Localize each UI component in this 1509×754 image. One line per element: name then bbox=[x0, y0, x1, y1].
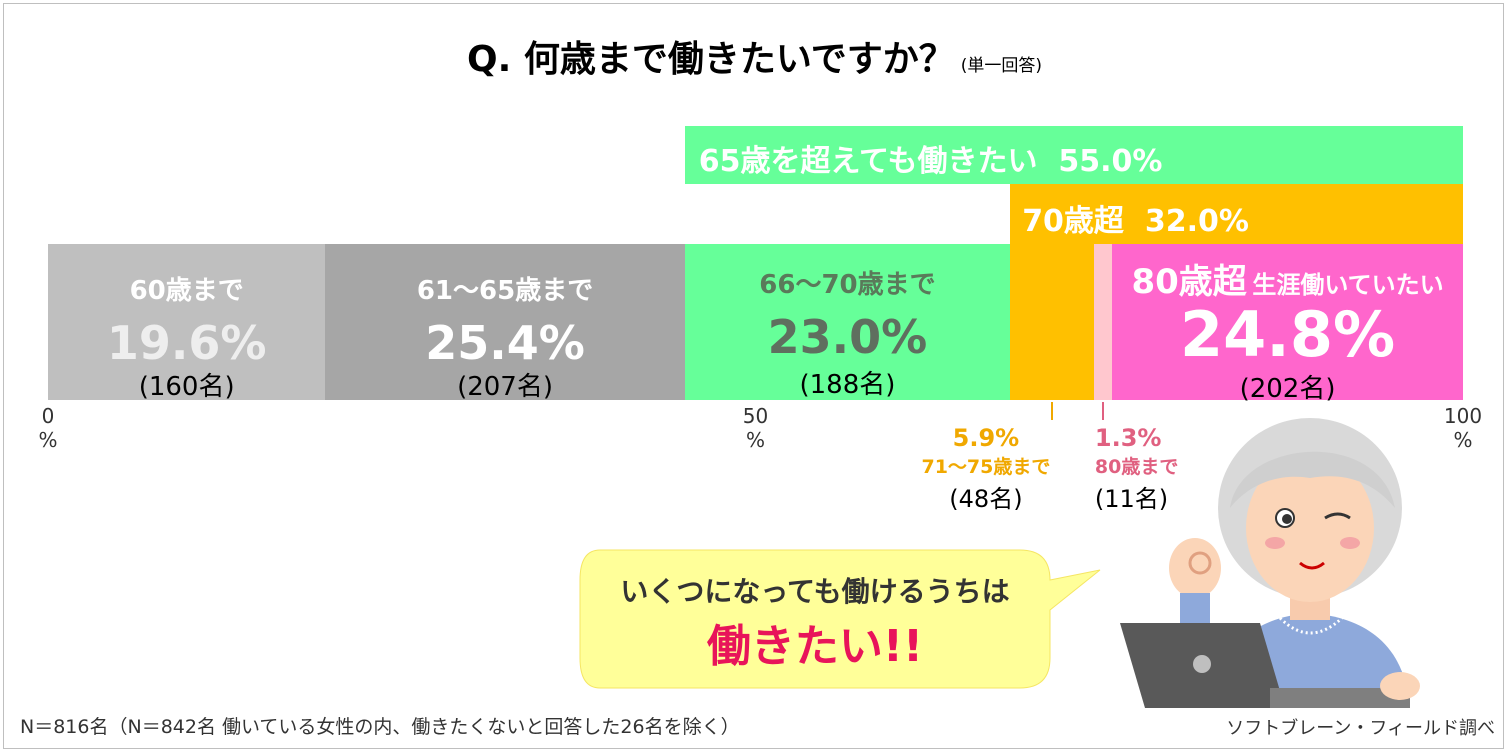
segment-count-60: (160名) bbox=[138, 372, 235, 402]
band-over-70: 70歳超 32.0% bbox=[1010, 184, 1463, 244]
callout-80: 1.3% 80歳まで (11名) bbox=[1095, 424, 1215, 514]
axis-tick-label-0: 0% bbox=[38, 404, 58, 452]
segment-value-over-80: 24.8% bbox=[1179, 298, 1396, 371]
chart-title-row: Q. 何歳まで働きたいですか？ (単一回答) bbox=[0, 30, 1509, 82]
chart-frame bbox=[3, 3, 1504, 749]
axis-tick-label-50: 50% bbox=[742, 404, 769, 452]
segment-count-over-80: (202名) bbox=[1239, 374, 1336, 404]
callout-71-75-label: 71～75歳まで bbox=[921, 456, 1051, 478]
segment-value-66-70: 23.0% bbox=[767, 310, 928, 364]
band-over-70-value: 32.0% bbox=[1144, 204, 1249, 239]
band-over-65-value: 55.0% bbox=[1058, 144, 1163, 179]
bar-segment-over-80: 80歳超 生涯働いていたい 24.8% (202名) bbox=[1112, 244, 1463, 404]
woman-with-laptop-illustration bbox=[1120, 418, 1420, 708]
callout-line-80 bbox=[1101, 402, 1104, 420]
footnote: N＝816名（N＝842名 働いている女性の内、働きたくないと回答した26名を除… bbox=[20, 716, 740, 738]
segment-value-61-65: 25.4% bbox=[425, 316, 585, 370]
segment-label-66-70: 66～70歳まで bbox=[759, 270, 936, 300]
chart-title-note: (単一回答) bbox=[960, 56, 1042, 76]
callout-71-75-value: 5.9% bbox=[952, 424, 1020, 452]
callout-71-75-count: (48名) bbox=[949, 485, 1023, 513]
segment-count-61-65: (207名) bbox=[457, 372, 553, 402]
segment-count-66-70: (188名) bbox=[799, 370, 896, 400]
callout-80-value: 1.3% bbox=[1094, 424, 1162, 452]
segment-label-over-80-main: 80歳超 bbox=[1131, 262, 1247, 302]
segment-label-60: 60歳まで bbox=[129, 276, 244, 306]
band-over-65-label: 65歳を超えても働きたい bbox=[698, 144, 1038, 179]
bar-segment-71-75 bbox=[1010, 244, 1094, 400]
bar-segment-66-70: 66～70歳まで 23.0% (188名) bbox=[684, 244, 1011, 400]
bubble-line-1: いくつになっても働けるうちは bbox=[620, 575, 1010, 608]
segment-label-61-65: 61～65歳まで bbox=[416, 276, 594, 306]
callout-71-75: 5.9% 71～75歳まで (48名) bbox=[906, 424, 1066, 514]
bar-segment-61-65: 61～65歳まで 25.4% (207名) bbox=[325, 244, 685, 402]
speech-bubble bbox=[579, 549, 1101, 689]
bubble-line-2: 働きたい!! bbox=[706, 621, 924, 672]
band-over-70-label: 70歳超 bbox=[1022, 204, 1124, 239]
bar-segment-60: 60歳まで 19.6% (160名) bbox=[48, 244, 326, 402]
speech-bubble-content: いくつになっても働けるうちは 働きたい!! bbox=[580, 570, 1050, 674]
segment-label-over-80-sub: 生涯働いていたい bbox=[1252, 271, 1444, 299]
axis-tick-label-100: 100% bbox=[1443, 404, 1483, 452]
band-over-65: 65歳を超えても働きたい 55.0% bbox=[684, 126, 1463, 184]
bar-segment-80 bbox=[1093, 244, 1113, 400]
callout-80-label: 80歳まで bbox=[1094, 456, 1179, 478]
segment-value-60: 19.6% bbox=[106, 316, 267, 370]
callout-80-count: (11名) bbox=[1094, 485, 1169, 513]
chart-title: Q. 何歳まで働きたいですか？ bbox=[467, 39, 955, 80]
callout-line-71-75 bbox=[1050, 402, 1053, 420]
source-credit: ソフトブレーン・フィールド調べ bbox=[1226, 718, 1495, 739]
